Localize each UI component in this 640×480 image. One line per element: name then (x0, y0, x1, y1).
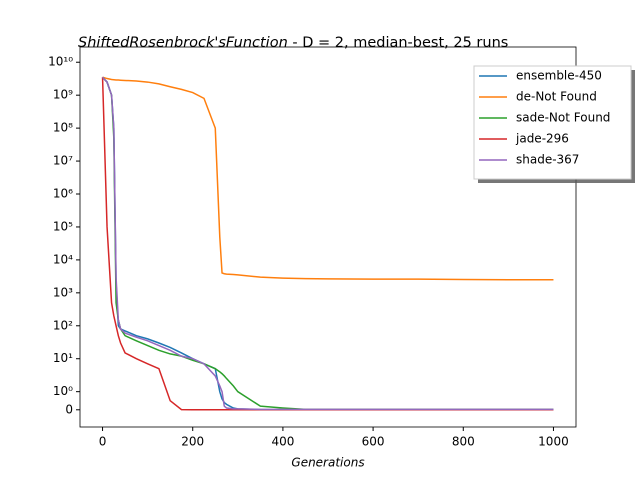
x-tick-label: 0 (99, 435, 107, 449)
x-tick-label: 600 (362, 435, 385, 449)
y-tick-label: 10⁷ (53, 154, 73, 168)
x-axis-label: Generations (291, 456, 364, 470)
legend-label: jade-296 (515, 132, 569, 146)
y-tick-label: 10³ (53, 285, 73, 299)
y-tick-label: 10¹⁰ (48, 55, 73, 69)
y-tick-label: 10⁴ (53, 252, 73, 266)
legend-label: de-Not Found (516, 90, 597, 104)
plot-frame (79, 46, 577, 428)
series-line (102, 76, 554, 411)
x-tick-label: 800 (452, 435, 475, 449)
y-tick-label: 10⁸ (53, 121, 73, 135)
y-tick-label: 10⁵ (53, 219, 73, 233)
x-tick-label: 200 (181, 435, 204, 449)
y-tick-label: 10⁰ (53, 384, 73, 398)
title-text: - D = 2, median-best, 25 runs (288, 35, 509, 51)
y-tick-label: 0 (65, 402, 73, 416)
x-tick-label: 1000 (538, 435, 569, 449)
y-tick-label: 10⁶ (53, 187, 73, 201)
legend-label: ensemble-450 (516, 69, 602, 83)
title-math: ShiftedRosenbrock'sFunction (78, 35, 288, 51)
legend-label: shade-367 (516, 153, 579, 167)
legend-label: sade-Not Found (516, 111, 610, 125)
y-tick-label: 10² (53, 318, 73, 332)
chart-title: ShiftedRosenbrock'sFunction - D = 2, med… (78, 35, 508, 51)
y-tick-label: 10⁹ (53, 88, 73, 102)
y-tick-label: 10¹ (53, 351, 73, 365)
series-line (102, 76, 554, 281)
x-tick-label: 400 (271, 435, 294, 449)
